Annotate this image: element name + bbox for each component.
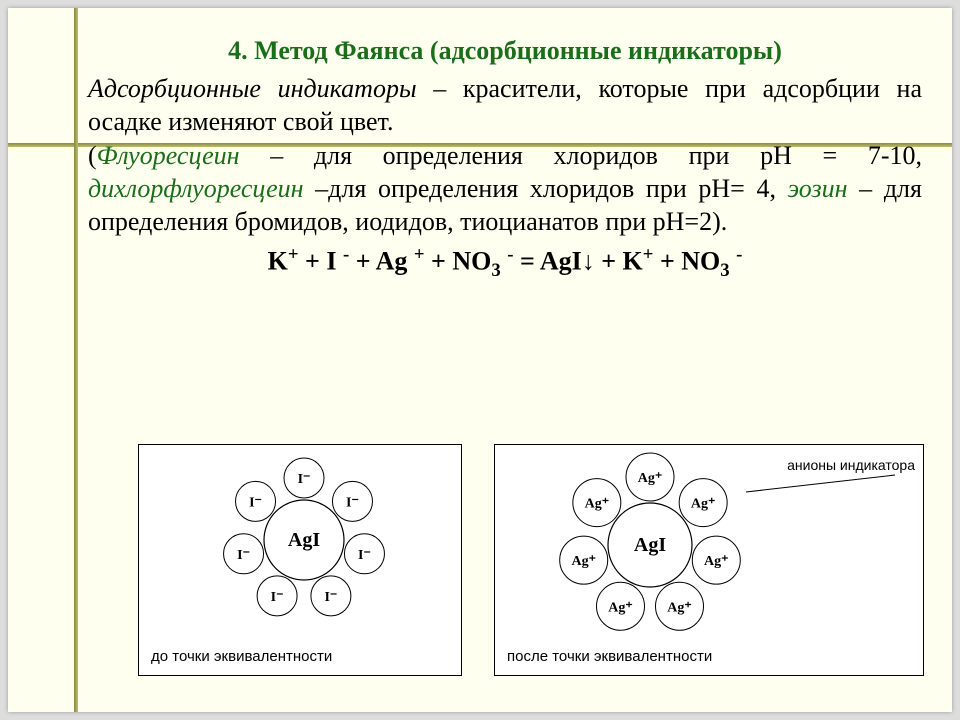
- svg-text:I⁻: I⁻: [249, 495, 262, 510]
- svg-text:I⁻: I⁻: [298, 472, 311, 487]
- fluorescein: Флуоресцеин: [97, 141, 240, 170]
- annotation-anions: анионы индикатора: [787, 457, 915, 473]
- definition-para: Адсорбционные индикаторы – красители, ко…: [88, 72, 922, 139]
- panel-after-equivalence: AgI Ag⁺ Ag⁺ Ag⁺ Ag⁺ Ag⁺ Ag⁺ Ag⁺ после точки экв…: [494, 444, 924, 676]
- svg-text:Ag⁺: Ag⁺: [585, 497, 610, 512]
- slide: 4. Метод Фаянса (адсорбционные индикатор…: [8, 8, 952, 712]
- ph-line: pH = 7-10,: [760, 141, 922, 170]
- equation: K+ + I - + Ag + + NO3 - = AgI↓ + K+ + NO…: [88, 244, 922, 282]
- diagram-after: AgI Ag⁺ Ag⁺ Ag⁺ Ag⁺ Ag⁺ Ag⁺ Ag⁺: [495, 445, 923, 675]
- paren-open: (: [88, 141, 97, 170]
- panel-before-equivalence: AgI I⁻ I⁻ I⁻ I⁻ I⁻ I⁻ I⁻ до точки эквивалентнос…: [138, 444, 462, 676]
- svg-text:I⁻: I⁻: [324, 590, 337, 605]
- svg-text:I⁻: I⁻: [271, 590, 284, 605]
- svg-text:Ag⁺: Ag⁺: [667, 600, 692, 615]
- content-block: 4. Метод Фаянса (адсорбционные индикатор…: [88, 36, 922, 308]
- svg-text:AgI: AgI: [634, 534, 666, 556]
- svg-text:I⁻: I⁻: [358, 548, 371, 563]
- svg-text:AgI: AgI: [288, 529, 320, 551]
- term-adsorption-indicators: Адсорбционные индикаторы: [88, 74, 417, 103]
- svg-text:Ag⁺: Ag⁺: [691, 497, 716, 512]
- title: 4. Метод Фаянса (адсорбционные индикатор…: [88, 36, 922, 66]
- detail-para: (Флуоресцеин – для определения хлоридов …: [88, 139, 922, 239]
- eosin: эозин: [788, 174, 848, 203]
- svg-text:Ag⁺: Ag⁺: [704, 554, 729, 569]
- svg-text:Ag⁺: Ag⁺: [571, 554, 596, 569]
- fluor-rest: – для определения хлоридов при: [240, 141, 730, 170]
- dichlorofluorescein: дихлорфлуоресцеин: [88, 174, 304, 203]
- svg-text:I⁻: I⁻: [237, 548, 250, 563]
- diagram-row: AgI I⁻ I⁻ I⁻ I⁻ I⁻ I⁻ I⁻ до точки эквивалентнос…: [98, 408, 932, 698]
- svg-text:Ag⁺: Ag⁺: [638, 471, 663, 486]
- dichlor-rest: –для определения хлоридов при pH= 4,: [304, 174, 788, 203]
- svg-text:I⁻: I⁻: [346, 495, 359, 510]
- caption-before: до точки эквивалентности: [151, 648, 332, 665]
- diagram-before: AgI I⁻ I⁻ I⁻ I⁻ I⁻ I⁻ I⁻: [139, 445, 461, 675]
- svg-text:Ag⁺: Ag⁺: [608, 600, 633, 615]
- caption-after: после точки эквивалентности: [507, 648, 712, 665]
